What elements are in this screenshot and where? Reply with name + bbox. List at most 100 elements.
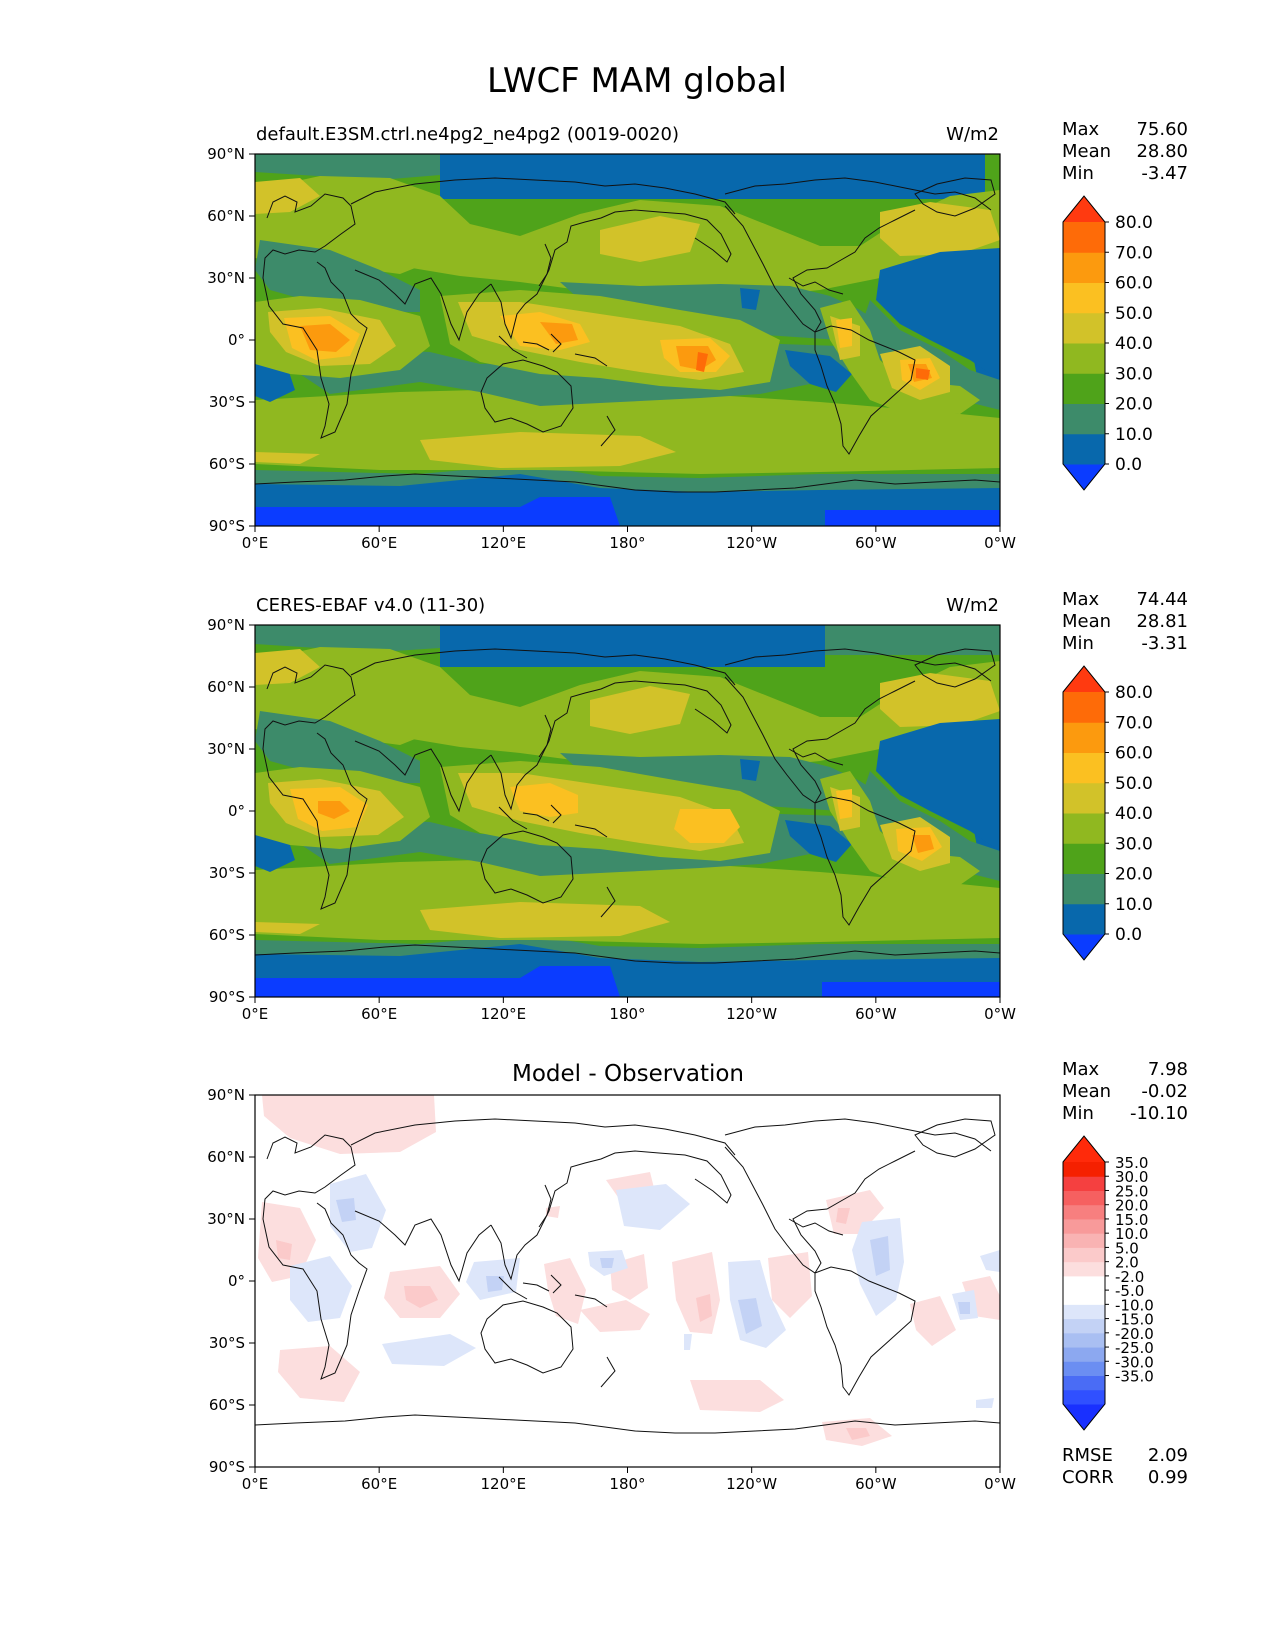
lat-tick-label: 30°S: [209, 1334, 245, 1352]
colorbar-segment: [1063, 692, 1105, 723]
lat-tick-label: 30°N: [207, 269, 245, 287]
colorbar-extend-min: [1063, 464, 1105, 490]
panel-obs-title: CERES-EBAF v4.0 (11-30): [256, 595, 485, 616]
colorbar-label: 20.0: [1115, 395, 1153, 415]
panel-model-map: [255, 154, 1000, 526]
lon-tick-label: 0°E: [242, 1475, 269, 1493]
colorbar-label: 15.0: [1115, 1211, 1148, 1229]
stat-value: -0.02: [1141, 1081, 1188, 1102]
stats-obs: Max 74.44 Mean 28.81 Min -3.31: [1062, 589, 1188, 654]
lat-tick-label: 60°S: [209, 926, 245, 944]
lon-tick-label: 0°W: [984, 1005, 1016, 1023]
colorbar-label: 50.0: [1115, 304, 1153, 324]
panel-model-field: [255, 154, 1000, 526]
colorbar-extend-max: [1063, 666, 1105, 692]
colorbar-segment: [1063, 1375, 1105, 1391]
colorbar-segment: [1063, 1332, 1105, 1348]
colorbar-extend-max: [1063, 196, 1105, 222]
panel-diff: Model - Observation: [207, 1061, 1016, 1493]
colorbar-label: 70.0: [1115, 713, 1153, 733]
stat-label: Mean: [1062, 1081, 1111, 1102]
stat-value: 2.09: [1148, 1445, 1188, 1466]
colorbar-segment: [1063, 282, 1105, 314]
colorbar-label: 60.0: [1115, 274, 1153, 294]
colorbar-segment: [1063, 1247, 1105, 1263]
colorbar-segment: [1063, 843, 1105, 874]
colorbar-segment: [1063, 433, 1105, 465]
colorbar-segment: [1063, 873, 1105, 905]
lat-tick-label: 30°N: [207, 740, 245, 758]
stat-value: 0.99: [1148, 1467, 1188, 1488]
lat-tick-label: 60°N: [207, 678, 245, 696]
colorbar-label: 0.0: [1115, 455, 1142, 475]
lon-tick-label: 180°: [609, 1475, 645, 1493]
stat-label: Max: [1062, 1059, 1100, 1080]
colorbar-segment: [1063, 813, 1105, 844]
colorbar-label: -30.0: [1115, 1353, 1154, 1371]
colorbar-segment: [1063, 403, 1105, 435]
colorbar-label: -25.0: [1115, 1339, 1154, 1357]
lon-tick-label: 0°W: [984, 1475, 1016, 1493]
colorbar-label: -20.0: [1115, 1325, 1154, 1343]
lon-tick-label: 60°E: [361, 1005, 397, 1023]
lat-tick-label: 30°S: [209, 864, 245, 882]
stat-label: Mean: [1062, 611, 1111, 632]
colorbar-label: 60.0: [1115, 744, 1153, 764]
colorbar-label: 30.0: [1115, 834, 1153, 854]
colorbar-label: -5.0: [1115, 1282, 1144, 1300]
lon-tick-label: 60°W: [855, 1005, 897, 1023]
lat-tick-label: 90°S: [209, 1458, 245, 1476]
colorbar-label: 0.0: [1115, 925, 1142, 945]
stats-diff: Max 7.98 Mean -0.02 Min -10.10 RMSE 2.09…: [1062, 1059, 1188, 1488]
stat-value: 28.80: [1136, 141, 1188, 162]
lat-tick-label: 0°: [228, 1272, 245, 1290]
colorbar-label: 40.0: [1115, 334, 1153, 354]
lon-tick-label: 120°W: [726, 534, 777, 552]
panel-obs-field: [255, 625, 1000, 997]
figure-title: LWCF MAM global: [487, 61, 787, 101]
stat-value: 75.60: [1136, 119, 1188, 140]
colorbar-label: 70.0: [1115, 243, 1153, 263]
lat-tick-label: 30°N: [207, 1210, 245, 1228]
lat-tick-label: 30°S: [209, 393, 245, 411]
panel-model: default.E3SM.ctrl.ne4pg2_ne4pg2 (0019-00…: [207, 124, 1016, 552]
lon-tick-label: 60°E: [361, 1475, 397, 1493]
colorbar-obs: 80.0 70.0 60.0 50.0 40.0 30.0 20.0 10.0 0.0: [1062, 665, 1153, 961]
colorbar-label: 2.0: [1115, 1254, 1139, 1272]
colorbar-label: 20.0: [1115, 1197, 1148, 1215]
colorbar-segment: [1063, 1176, 1105, 1191]
lon-tick-label: 120°E: [481, 1475, 527, 1493]
lon-tick-label: 120°W: [726, 1005, 777, 1023]
colorbar-label: 10.0: [1115, 895, 1153, 915]
stat-value: -3.47: [1141, 163, 1188, 184]
stat-value: -10.10: [1130, 1103, 1188, 1124]
stat-label: Mean: [1062, 141, 1111, 162]
lon-tick-label: 180°: [609, 534, 645, 552]
colorbar-label: 35.0: [1115, 1154, 1148, 1172]
colorbar-label: -10.0: [1115, 1296, 1154, 1314]
lat-tick-label: 90°N: [207, 1086, 245, 1104]
lat-tick-label: 90°N: [207, 616, 245, 634]
lon-tick-label: 0°W: [984, 534, 1016, 552]
lat-tick-label: 0°: [228, 331, 245, 349]
lon-tick-label: 180°: [609, 1005, 645, 1023]
colorbar-label: 80.0: [1115, 683, 1153, 703]
colorbar-segment: [1063, 1347, 1105, 1362]
lon-tick-label: 0°E: [242, 1005, 269, 1023]
colorbar-label: 50.0: [1115, 774, 1153, 794]
stat-label: Min: [1062, 1103, 1094, 1124]
lat-tick-label: 90°S: [209, 988, 245, 1006]
colorbar-label: 20.0: [1115, 865, 1153, 885]
lon-tick-label: 60°W: [855, 534, 897, 552]
colorbar-segment: [1063, 782, 1105, 814]
panel-model-title: default.E3SM.ctrl.ne4pg2_ne4pg2 (0019-00…: [256, 124, 679, 145]
stat-label: RMSE: [1062, 1445, 1113, 1466]
lon-tick-label: 60°E: [361, 534, 397, 552]
colorbar-label: -2.0: [1115, 1268, 1144, 1286]
lat-tick-label: 60°S: [209, 1396, 245, 1414]
colorbar-segment: [1063, 903, 1105, 935]
colorbar-extend-max: [1063, 1136, 1105, 1162]
stat-label: Min: [1062, 633, 1094, 654]
colorbar-segment: [1063, 1304, 1105, 1320]
